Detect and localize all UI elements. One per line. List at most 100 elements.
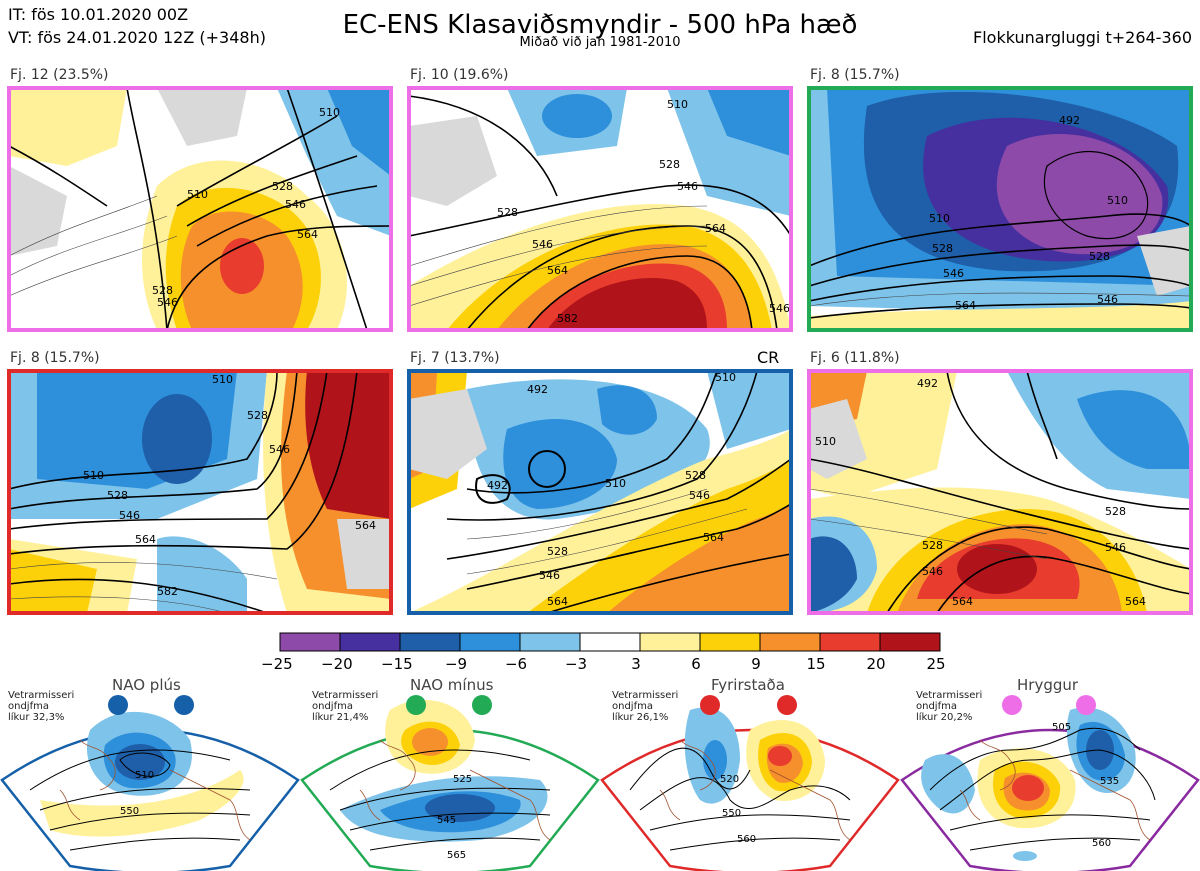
colorbar-bin (459, 632, 521, 652)
colorbar-tick: 6 (691, 655, 701, 673)
contour-label: 582 (557, 312, 578, 325)
cluster-label: Fj. 6 (11.8%) (810, 350, 900, 366)
contour-label: 528 (497, 206, 518, 219)
contour-label: 545 (437, 815, 456, 826)
panel-border (407, 86, 793, 332)
regime-probability: líkur 21,4% (312, 712, 369, 723)
regime-note: Vetrarmisseri (916, 690, 983, 701)
regime-marker-dot (406, 695, 426, 715)
cluster-label: Fj. 8 (15.7%) (10, 350, 100, 366)
regime-map-nao-plus: 510 550 (0, 695, 300, 871)
colorbar-tick: −25 (261, 655, 293, 673)
colorbar-tick: 3 (631, 655, 641, 673)
contour-label: 546 (689, 489, 710, 502)
regime-note: ondjfma (612, 701, 653, 712)
regime-note: Vetrarmisseri (612, 690, 679, 701)
panel-border (7, 369, 393, 615)
contour-label: 528 (1105, 505, 1126, 518)
cluster-label: Fj. 10 (19.6%) (410, 67, 509, 83)
contour-label: 528 (547, 545, 568, 558)
regime-marker-dot (472, 695, 492, 715)
colorbar-bin (699, 632, 761, 652)
regime-map-nao-minus: 525 545 565 (300, 695, 600, 871)
cluster-label: Fj. 12 (23.5%) (10, 67, 109, 83)
contour-label: 528 (685, 469, 706, 482)
contour-label: 564 (952, 595, 973, 608)
contour-label: 510 (667, 98, 688, 111)
contour-label: 525 (453, 774, 472, 785)
colorbar-bin (759, 632, 821, 652)
regime-marker-dot (700, 695, 720, 715)
contour-label: 546 (119, 509, 140, 522)
colorbar-tick: 25 (926, 655, 946, 673)
colorbar-tick: −20 (321, 655, 353, 673)
contour-label: 546 (1105, 541, 1126, 554)
regime-name: Fyrirstaða (711, 676, 785, 694)
contour-label: 528 (659, 158, 680, 171)
contour-label: 546 (1097, 293, 1118, 306)
regime-note: ondjfma (8, 701, 49, 712)
contour-label: 564 (703, 531, 724, 544)
regime-marker-dot (777, 695, 797, 715)
panel-border (407, 369, 793, 615)
regime-note: Vetrarmisseri (312, 690, 379, 701)
contour-label: 528 (247, 409, 268, 422)
contour-label: 510 (605, 477, 626, 490)
cluster-label: Fj. 7 (13.7%) (410, 350, 500, 366)
regime-map-ridge: 505 535 560 (900, 695, 1200, 871)
contour-label: 546 (677, 180, 698, 193)
contour-label: 546 (269, 443, 290, 456)
regime-marker-dot (174, 695, 194, 715)
regime-probability: líkur 32,3% (8, 712, 65, 723)
contour-label: 510 (212, 373, 233, 386)
panel-border (807, 369, 1193, 615)
initial-time: IT: fös 10.01.2020 00Z (8, 5, 189, 24)
regime-probability: líkur 20,2% (916, 712, 973, 723)
cluster-map-panel: 492 510 528 546 564 510 528 546 (807, 86, 1193, 332)
contour-label: 564 (297, 228, 318, 241)
classification-window: Flokkunargluggi t+264-360 (973, 28, 1192, 47)
contour-label: 528 (107, 489, 128, 502)
contour-label: 505 (1052, 722, 1071, 733)
contour-label: 492 (527, 383, 548, 396)
contour-label: 510 (929, 212, 950, 225)
colorbar-bin (639, 632, 701, 652)
colorbar-bin (579, 632, 641, 652)
contour-label: 546 (285, 198, 306, 211)
colorbar-tick: −15 (381, 655, 413, 673)
contour-label: 560 (737, 834, 756, 845)
regime-probability: líkur 26,1% (612, 712, 669, 723)
regime-map-blocking: 520 550 560 (600, 695, 900, 871)
page-title: EC-ENS Klasaviðsmyndir - 500 hPa hæð (342, 10, 858, 40)
contour-label: 564 (547, 595, 568, 608)
colorbar-bin (519, 632, 581, 652)
colorbar-tick: 15 (806, 655, 826, 673)
colorbar-tick: 9 (751, 655, 761, 673)
contour-label: 528 (932, 242, 953, 255)
cluster-map-panel: 492 510 528 546 564 528 546 564 (807, 369, 1193, 615)
cluster-label: Fj. 8 (15.7%) (810, 67, 900, 83)
colorbar-bin (339, 632, 401, 652)
contour-label: 546 (769, 302, 790, 315)
contour-label: 546 (922, 565, 943, 578)
contour-label: 535 (1100, 776, 1119, 787)
title-block: EC-ENS Klasaviðsmyndir - 500 hPa hæð Mið… (0, 10, 1200, 50)
contour-label: 582 (157, 585, 178, 598)
contour-label: 560 (1092, 838, 1111, 849)
colorbar-tick: −6 (504, 655, 528, 673)
contour-label: 564 (355, 519, 376, 532)
contour-label: 510 (319, 106, 340, 119)
regime-marker-dot (1002, 695, 1022, 715)
colorbar-tick: −3 (564, 655, 588, 673)
colorbar-tick: 20 (866, 655, 886, 673)
panel-border (7, 86, 393, 332)
cr-label: CR (757, 348, 780, 367)
regime-note: Vetrarmisseri (8, 690, 75, 701)
page-subtitle: Miðað við jan 1981-2010 (519, 35, 681, 50)
contour-label: 510 (187, 188, 208, 201)
contour-label: 546 (532, 238, 553, 251)
contour-label: 564 (955, 299, 976, 312)
contour-label: 528 (922, 539, 943, 552)
regime-name: Hryggur (1017, 676, 1079, 694)
contour-label: 528 (1089, 250, 1110, 263)
